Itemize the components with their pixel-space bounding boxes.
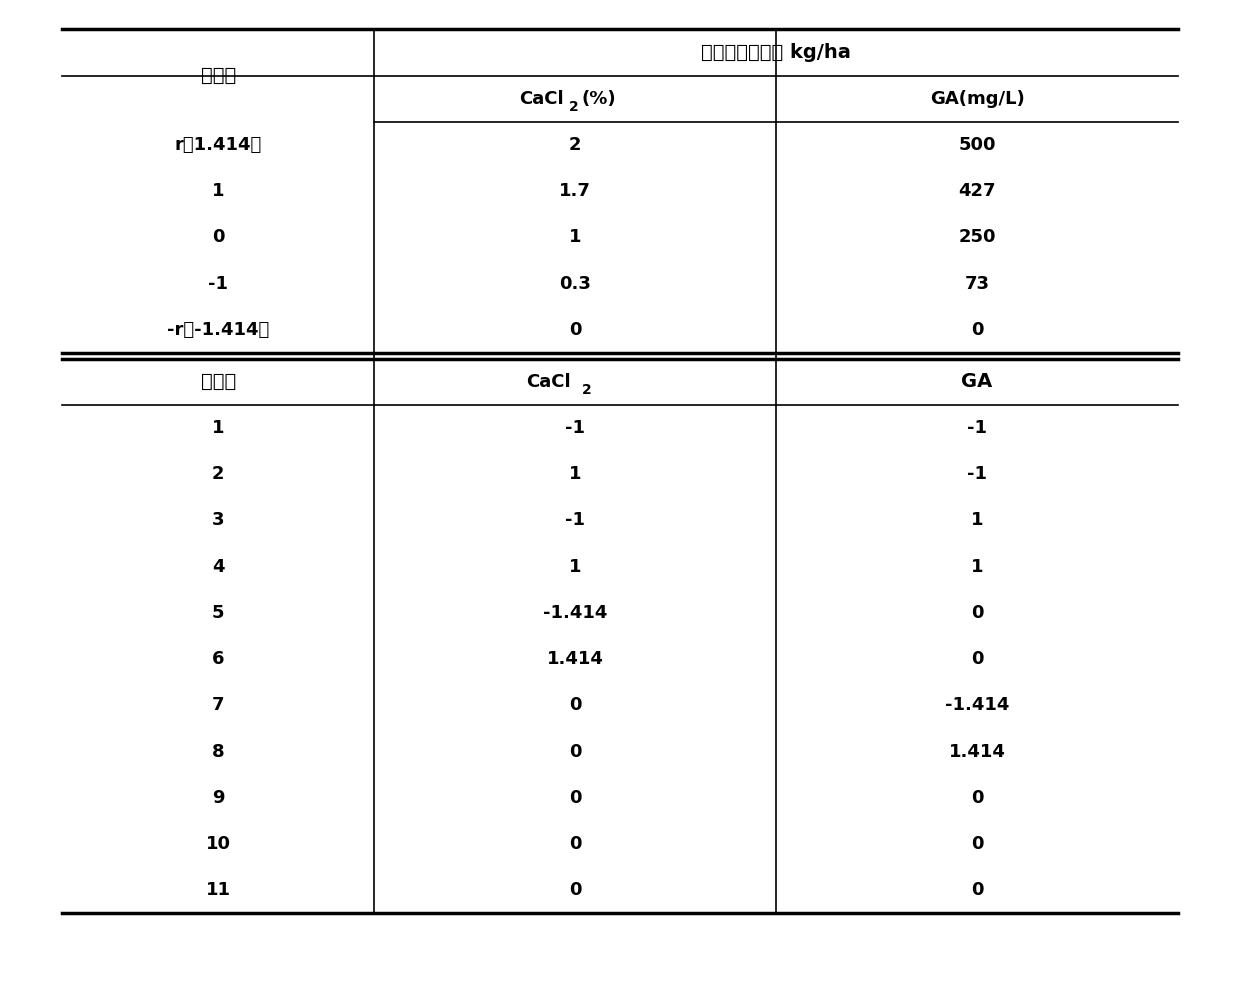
Text: 3: 3 [212, 511, 224, 530]
Text: 250: 250 [959, 228, 996, 247]
Text: 500: 500 [959, 136, 996, 154]
Text: 0: 0 [971, 320, 983, 339]
Text: 8: 8 [212, 742, 224, 761]
Text: 11: 11 [206, 881, 231, 899]
Text: -1: -1 [565, 511, 585, 530]
Text: CaCl: CaCl [520, 89, 564, 108]
Text: 1.7: 1.7 [559, 182, 591, 201]
Text: -1: -1 [967, 465, 987, 484]
Text: 两因素设计水平 kg/ha: 两因素设计水平 kg/ha [702, 43, 851, 62]
Text: 0: 0 [212, 228, 224, 247]
Text: 9: 9 [212, 788, 224, 807]
Text: 0: 0 [971, 835, 983, 853]
Text: 6: 6 [212, 650, 224, 668]
Text: -1: -1 [565, 419, 585, 437]
Text: 0: 0 [971, 788, 983, 807]
Text: 10: 10 [206, 835, 231, 853]
Text: 0: 0 [569, 881, 582, 899]
Text: 7: 7 [212, 696, 224, 715]
Text: -1.414: -1.414 [543, 604, 608, 622]
Text: 2: 2 [569, 99, 579, 114]
Text: 0: 0 [971, 650, 983, 668]
Text: 1: 1 [212, 419, 224, 437]
Text: GA: GA [961, 373, 993, 391]
Text: 5: 5 [212, 604, 224, 622]
Text: 2: 2 [569, 136, 582, 154]
Text: 编码值: 编码值 [201, 66, 236, 86]
Text: 1: 1 [569, 557, 582, 576]
Text: -1: -1 [967, 419, 987, 437]
Text: -1: -1 [208, 274, 228, 293]
Text: 0: 0 [971, 604, 983, 622]
Text: (%): (%) [582, 89, 616, 108]
Text: 1: 1 [971, 557, 983, 576]
Text: -1.414: -1.414 [945, 696, 1009, 715]
Text: 1: 1 [971, 511, 983, 530]
Text: CaCl: CaCl [526, 373, 570, 391]
Text: 0: 0 [569, 696, 582, 715]
Text: 0: 0 [569, 788, 582, 807]
Text: r（1.414）: r（1.414） [175, 136, 262, 154]
Text: 0: 0 [569, 835, 582, 853]
Text: 2: 2 [212, 465, 224, 484]
Text: 0: 0 [569, 320, 582, 339]
Text: 0: 0 [971, 881, 983, 899]
Text: 1.414: 1.414 [547, 650, 604, 668]
Text: 0: 0 [569, 742, 582, 761]
Text: 试验号: 试验号 [201, 373, 236, 391]
Text: 427: 427 [959, 182, 996, 201]
Text: 1: 1 [212, 182, 224, 201]
Text: -r（-1.414）: -r（-1.414） [167, 320, 269, 339]
Text: 1: 1 [569, 228, 582, 247]
Text: 4: 4 [212, 557, 224, 576]
Text: 0.3: 0.3 [559, 274, 591, 293]
Text: 1.414: 1.414 [949, 742, 1006, 761]
Text: 2: 2 [582, 382, 591, 397]
Text: 73: 73 [965, 274, 990, 293]
Text: GA(mg/L): GA(mg/L) [930, 89, 1024, 108]
Text: 1: 1 [569, 465, 582, 484]
